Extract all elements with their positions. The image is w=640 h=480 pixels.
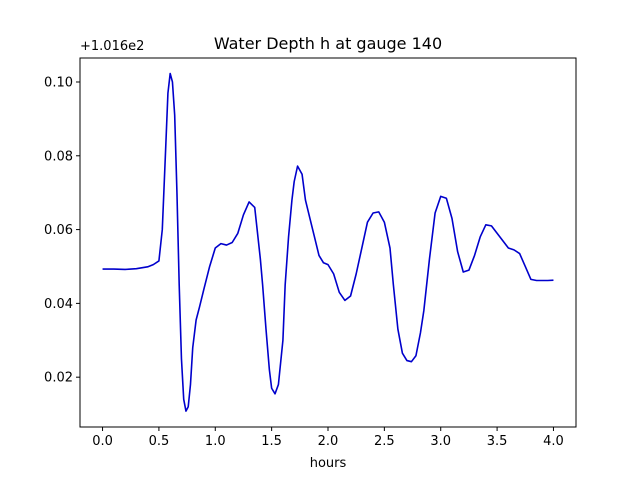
x-tick-label: 1.0 bbox=[205, 434, 226, 449]
y-axis-offset-label: +1.016e2 bbox=[80, 39, 144, 54]
x-tick-label: 3.5 bbox=[487, 434, 508, 449]
y-tick-label: 0.02 bbox=[44, 371, 73, 386]
y-tick-label: 0.04 bbox=[44, 297, 73, 312]
x-tick-label: 0.0 bbox=[92, 434, 113, 449]
x-tick-label: 2.5 bbox=[374, 434, 395, 449]
x-tick-label: 2.0 bbox=[318, 434, 339, 449]
x-axis: 0.0 0.5 1.0 1.5 2.0 2.5 3.0 3.5 4.0 bbox=[92, 427, 564, 449]
chart-title: Water Depth h at gauge 140 bbox=[214, 34, 442, 53]
x-tick-label: 1.5 bbox=[261, 434, 282, 449]
series-line-0 bbox=[102, 72, 554, 412]
x-axis-label: hours bbox=[310, 456, 347, 471]
x-tick-label: 4.0 bbox=[543, 434, 564, 449]
y-tick-label: 0.08 bbox=[44, 149, 73, 164]
x-tick-label: 3.0 bbox=[430, 434, 451, 449]
y-tick-label: 0.10 bbox=[44, 75, 73, 90]
plot-area bbox=[102, 72, 554, 412]
y-axis: 0.02 0.04 0.06 0.08 0.10 bbox=[44, 75, 80, 386]
y-tick-label: 0.06 bbox=[44, 223, 73, 238]
x-tick-label: 0.5 bbox=[149, 434, 170, 449]
